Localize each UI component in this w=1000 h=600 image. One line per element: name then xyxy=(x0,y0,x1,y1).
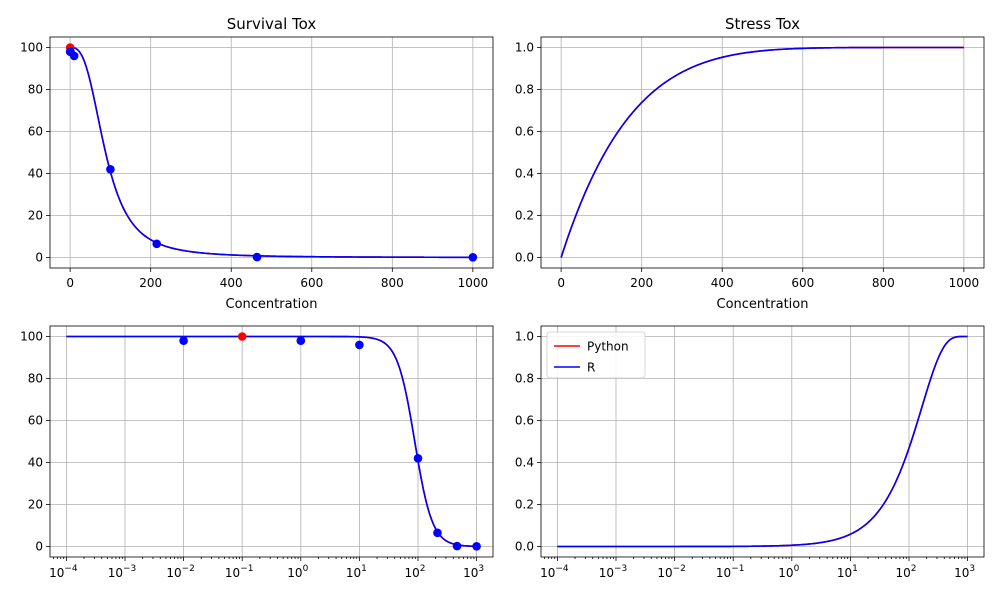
y-tick-label: 0.6 xyxy=(515,125,534,139)
x-tick-label: 400 xyxy=(711,276,734,290)
axes-frame xyxy=(540,36,985,269)
x-tick-label: 101 xyxy=(837,564,858,580)
x-tick-label: 102 xyxy=(895,564,916,580)
y-tick-label: 0.0 xyxy=(515,540,534,554)
data-point xyxy=(179,336,188,346)
x-tick-label: 10−3 xyxy=(108,564,137,580)
x-tick-label: 10−4 xyxy=(49,564,78,580)
legend-label-python: Python xyxy=(587,340,629,354)
x-axis-label: Concentration xyxy=(226,297,318,312)
y-tick-label: 20 xyxy=(28,498,43,512)
y-tick-label: 0 xyxy=(35,251,43,265)
axes-frame xyxy=(49,325,494,558)
subplot-2: 0 200 400 600 800 1000 0.0 0.2 0.4 0.6 0.8 1.0 Stres… xyxy=(515,15,985,312)
series-line-r xyxy=(70,46,473,259)
x-tick-label: 400 xyxy=(220,276,243,290)
y-tick-label: 60 xyxy=(28,414,43,428)
x-tick-label: 800 xyxy=(872,276,895,290)
y-tick-label: 0.4 xyxy=(515,167,534,181)
axes-frame xyxy=(49,36,494,269)
x-axis-label: Concentration xyxy=(717,297,809,312)
data-point xyxy=(452,541,462,551)
data-point xyxy=(433,528,442,538)
x-tick-label: 1000 xyxy=(949,276,980,290)
x-tick-label: 10−1 xyxy=(225,564,254,580)
x-tick-label: 1000 xyxy=(458,276,489,290)
x-tick-label: 103 xyxy=(463,564,484,580)
x-tick-label: 0 xyxy=(66,276,74,290)
y-tick-label: 20 xyxy=(28,209,43,223)
data-point xyxy=(69,51,79,61)
data-point xyxy=(237,332,247,341)
data-point xyxy=(296,336,306,346)
y-tick-label: 1.0 xyxy=(515,330,534,344)
x-tick-label: 200 xyxy=(139,276,162,290)
series-line-r xyxy=(557,335,968,548)
y-tick-label: 100 xyxy=(20,41,43,55)
data-point xyxy=(152,239,162,249)
x-tick-label: 100 xyxy=(287,564,308,580)
y-tick-label: 0.4 xyxy=(515,456,534,470)
x-tick-label: 10−1 xyxy=(716,564,745,580)
y-tick-label: 80 xyxy=(28,83,43,97)
series-line-r xyxy=(66,335,477,548)
y-tick-label: 0 xyxy=(35,540,43,554)
x-tick-label: 10−4 xyxy=(540,564,569,580)
y-tick-label: 0.0 xyxy=(515,251,534,265)
data-point xyxy=(106,165,115,174)
x-tick-label: 10−3 xyxy=(599,564,628,580)
legend-label-r: R xyxy=(587,361,595,375)
x-tick-label: 600 xyxy=(300,276,323,290)
y-tick-label: 60 xyxy=(28,125,43,139)
y-tick-label: 0.2 xyxy=(515,498,534,512)
x-tick-label: 10−2 xyxy=(166,564,195,580)
y-tick-label: 0.2 xyxy=(515,209,534,223)
x-tick-label: 800 xyxy=(381,276,404,290)
series-line-r xyxy=(560,46,964,258)
x-tick-label: 600 xyxy=(791,276,814,290)
y-tick-label: 0.6 xyxy=(515,414,534,428)
y-tick-label: 0.8 xyxy=(515,83,534,97)
legend: Python R xyxy=(546,331,646,379)
data-point xyxy=(472,541,481,551)
y-tick-label: 1.0 xyxy=(515,41,534,55)
data-point xyxy=(355,340,364,350)
subplot-3: 10−4 10−3 10−2 10−1 100 101 102 103 0 20 40 60 80 100 xyxy=(20,325,494,580)
y-tick-label: 40 xyxy=(28,167,43,181)
x-tick-label: 200 xyxy=(630,276,653,290)
y-tick-label: 100 xyxy=(20,330,43,344)
subplot-4: 10−4 10−3 10−2 10−1 100 101 102 103 0.0 0.2 0.4 0.6… xyxy=(515,325,985,580)
x-tick-label: 101 xyxy=(346,564,367,580)
y-tick-label: 0.8 xyxy=(515,372,534,386)
data-point xyxy=(413,454,423,463)
y-tick-label: 80 xyxy=(28,372,43,386)
subplot-1: 0 200 400 600 800 1000 0 20 40 60 80 100 Survival To… xyxy=(20,15,494,312)
x-tick-label: 100 xyxy=(778,564,799,580)
chart-title: Survival Tox xyxy=(227,15,317,33)
x-tick-label: 10−2 xyxy=(657,564,686,580)
x-tick-label: 0 xyxy=(557,276,565,290)
x-tick-label: 102 xyxy=(404,564,425,580)
x-tick-label: 103 xyxy=(954,564,975,580)
data-point xyxy=(468,252,478,262)
axes-frame xyxy=(540,325,985,558)
chart-title: Stress Tox xyxy=(725,15,800,33)
y-tick-label: 40 xyxy=(28,456,43,470)
data-point xyxy=(252,252,262,262)
